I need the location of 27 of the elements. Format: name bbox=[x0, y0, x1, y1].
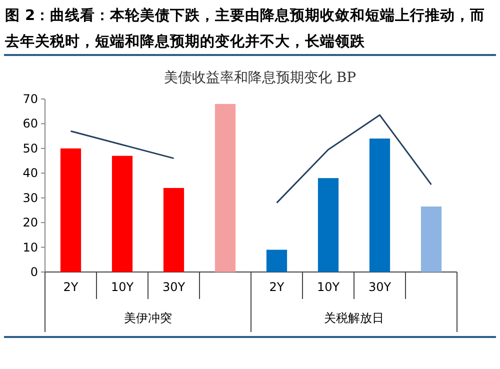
bar bbox=[266, 250, 288, 272]
y-tick-label: 70 bbox=[22, 92, 38, 106]
x-tick-label: 30Y bbox=[162, 280, 186, 294]
chart-subtitle: 美债收益率和降息预期变化 BP bbox=[164, 70, 356, 86]
bar bbox=[163, 188, 184, 272]
y-tick-label: 60 bbox=[22, 116, 38, 131]
x-tick-label: 2Y bbox=[63, 280, 79, 294]
y-tick-label: 40 bbox=[22, 166, 38, 180]
x-tick-label: 10Y bbox=[316, 280, 340, 294]
bar bbox=[214, 104, 236, 272]
bar bbox=[112, 156, 133, 272]
bar bbox=[420, 206, 442, 272]
chart-title: 图 2：曲线看：本轮美债下跌，主要由降息预期收敛和短端上行推动，而去年关税时，短端和降息预期的变化并不大，长端领跌 bbox=[4, 6, 486, 50]
text: 关税解放日 bbox=[324, 311, 384, 325]
line-series bbox=[276, 114, 432, 204]
bar bbox=[318, 178, 339, 272]
y-tick-label: 0 bbox=[30, 265, 38, 279]
y-tick-label: 30 bbox=[22, 190, 38, 205]
y-tick-label: 50 bbox=[22, 141, 38, 156]
y-tick-label: 20 bbox=[22, 216, 38, 230]
x-tick-label: 2Y bbox=[269, 280, 285, 294]
x-tick-label: 30Y bbox=[368, 280, 392, 294]
text: 美伊冲突 bbox=[124, 311, 172, 325]
y-tick-label: 10 bbox=[22, 240, 38, 254]
bar bbox=[60, 148, 82, 272]
x-tick-label: 10Y bbox=[110, 280, 134, 294]
bar bbox=[369, 138, 390, 272]
